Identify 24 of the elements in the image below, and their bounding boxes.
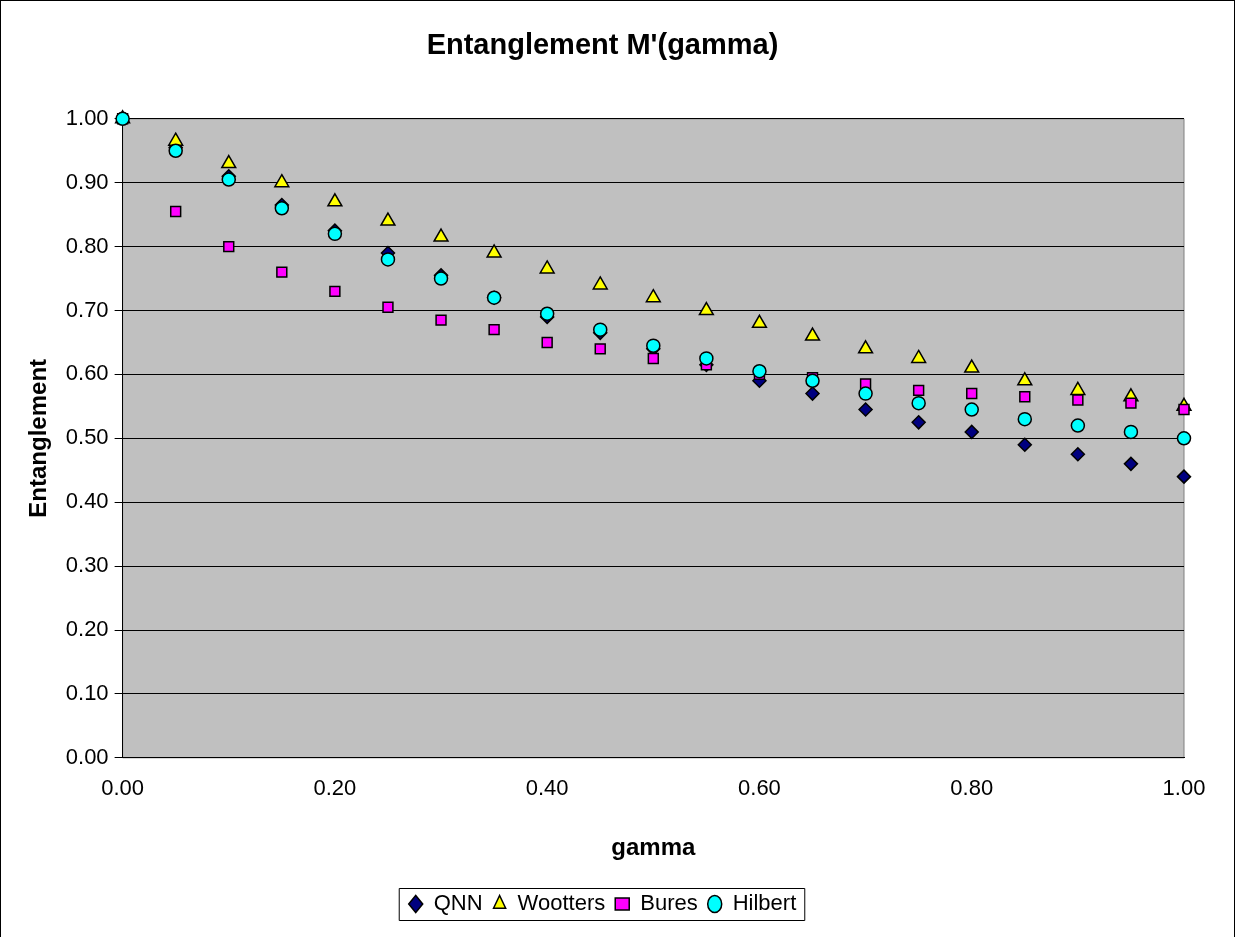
x-tick-label: 0.80	[950, 775, 994, 801]
chart-title: Entanglement M'(gamma)	[426, 28, 779, 61]
legend-label: QNN	[433, 890, 483, 916]
y-axis-title: Entanglement	[24, 358, 52, 518]
y-tick-label: 0.40	[65, 488, 109, 514]
y-tick-label: 1.00	[65, 104, 109, 130]
y-tick-label: 0.60	[65, 360, 109, 386]
y-tick-label: 0.00	[65, 743, 109, 769]
y-tick-label: 0.90	[65, 168, 109, 194]
x-axis-title: gamma	[611, 833, 696, 861]
y-tick-label: 0.50	[65, 424, 109, 450]
y-tick-label: 0.70	[65, 296, 109, 322]
y-tick-label: 0.10	[65, 679, 109, 705]
x-tick-label: 0.20	[313, 775, 357, 801]
x-tick-label: 1.00	[1162, 775, 1206, 801]
x-tick-label: 0.40	[525, 775, 569, 801]
y-tick-label: 0.30	[65, 552, 109, 578]
x-tick-label: 0.60	[738, 775, 781, 801]
y-tick-label: 0.20	[65, 616, 109, 642]
x-tick-label: 0.00	[101, 775, 145, 801]
legend-label: Hilbert	[732, 890, 797, 916]
y-tick-label: 0.80	[65, 232, 109, 258]
legend-label: Wootters	[517, 890, 606, 916]
legend-label: Bures	[640, 890, 698, 916]
